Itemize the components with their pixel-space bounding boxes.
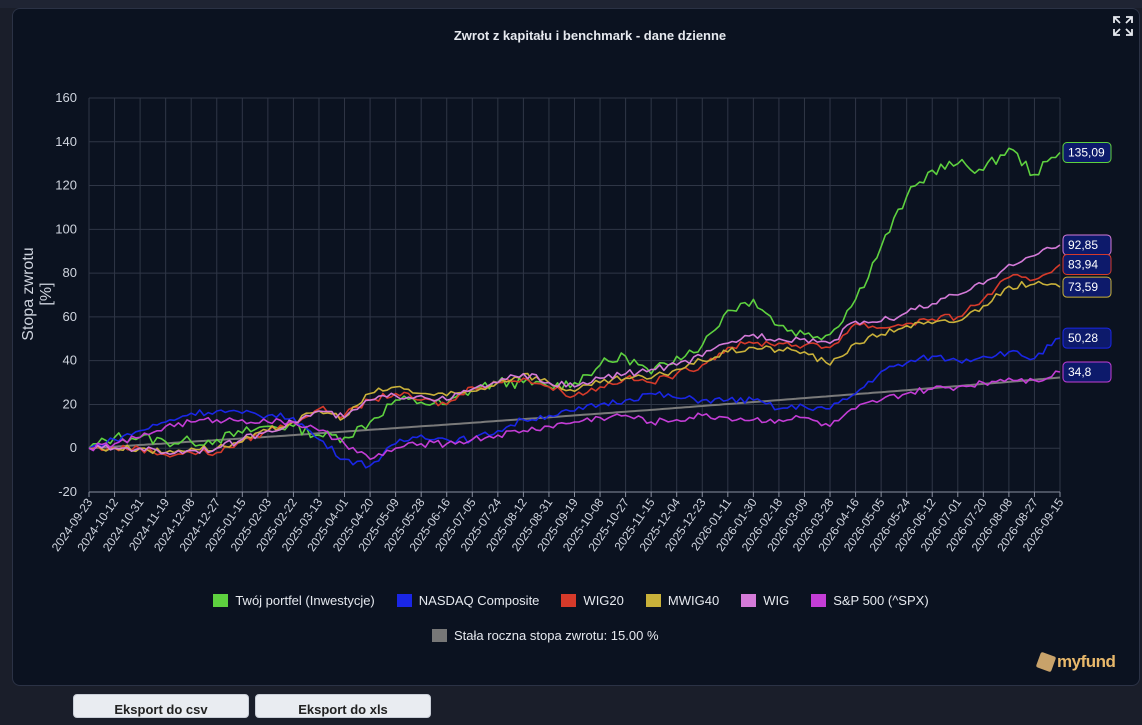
legend-label: WIG20: [583, 593, 624, 608]
y-tick-label: 20: [63, 396, 77, 411]
chart-legend: Twój portfel (Inwestycje) NASDAQ Composit…: [0, 593, 1142, 608]
legend-swatch: [645, 594, 661, 607]
legend-swatch: [811, 594, 827, 607]
legend-swatch: [396, 594, 412, 607]
end-value-badge: [1062, 276, 1112, 298]
y-tick-label: 160: [55, 90, 77, 105]
end-value-label: 92,85: [1068, 238, 1098, 252]
series-line: [88, 280, 1061, 455]
legend-label: WIG: [763, 593, 790, 608]
logo-text: myfund: [1057, 652, 1116, 671]
legend-item[interactable]: WIG: [741, 593, 789, 608]
end-value-label: 34,8: [1068, 365, 1092, 379]
end-value-badge: [1062, 361, 1112, 383]
series-line: [88, 244, 1061, 455]
top-strip: [0, 0, 1142, 8]
legend-label: S&P 500 (^SPX): [833, 593, 929, 608]
legend-item[interactable]: NASDAQ Composite: [396, 593, 540, 608]
logo-mark-icon: [1035, 651, 1057, 673]
legend-item[interactable]: WIG20: [561, 593, 624, 608]
legend-label: Stała roczna stopa zwrotu: 15.00 %: [454, 628, 659, 643]
y-tick-label: 80: [63, 265, 77, 280]
legend-swatch: [741, 594, 757, 607]
chart-title: Zwrot z kapitału i benchmark - dane dzie…: [453, 28, 727, 43]
legend-item[interactable]: S&P 500 (^SPX): [811, 593, 929, 608]
y-tick-label: 140: [55, 134, 77, 149]
y-tick-label: 0: [70, 440, 77, 455]
y-tick-label: -20: [58, 484, 77, 499]
end-value-badge: [1062, 253, 1112, 275]
export-csv-button[interactable]: Eksport do csv: [73, 694, 249, 718]
series-line: [88, 337, 1061, 469]
y-tick-label: 60: [63, 309, 77, 324]
legend-label: Twój portfel (Inwestycje): [235, 593, 375, 608]
end-value-label: 83,94: [1068, 257, 1098, 271]
legend-item[interactable]: Twój portfel (Inwestycje): [213, 593, 375, 608]
legend-item[interactable]: MWIG40: [645, 593, 720, 608]
legend-swatch: [432, 629, 447, 642]
series-line: [88, 147, 1061, 449]
y-tick-label: 120: [55, 178, 77, 193]
myfund-logo: myfund: [1035, 651, 1116, 673]
legend-item-constant-rate[interactable]: Stała roczna stopa zwrotu: 15.00 %: [432, 628, 659, 643]
expand-icon[interactable]: [1112, 15, 1134, 37]
end-value-label: 135,09: [1068, 146, 1105, 160]
series-line: [88, 263, 1061, 458]
end-value-badge: [1062, 327, 1112, 349]
y-tick-label: 40: [63, 353, 77, 368]
legend-label: NASDAQ Composite: [418, 593, 540, 608]
export-xls-button[interactable]: Eksport do xls: [255, 694, 431, 718]
legend-swatch: [561, 594, 577, 607]
end-value-label: 50,28: [1068, 331, 1098, 345]
end-value-label: 73,59: [1068, 280, 1098, 294]
legend-label: MWIG40: [667, 593, 720, 608]
end-value-badge: [1062, 142, 1112, 164]
chart-panel: [12, 8, 1140, 686]
series-line: [88, 370, 1061, 460]
y-tick-label: 100: [55, 221, 77, 236]
legend-swatch: [213, 594, 229, 607]
